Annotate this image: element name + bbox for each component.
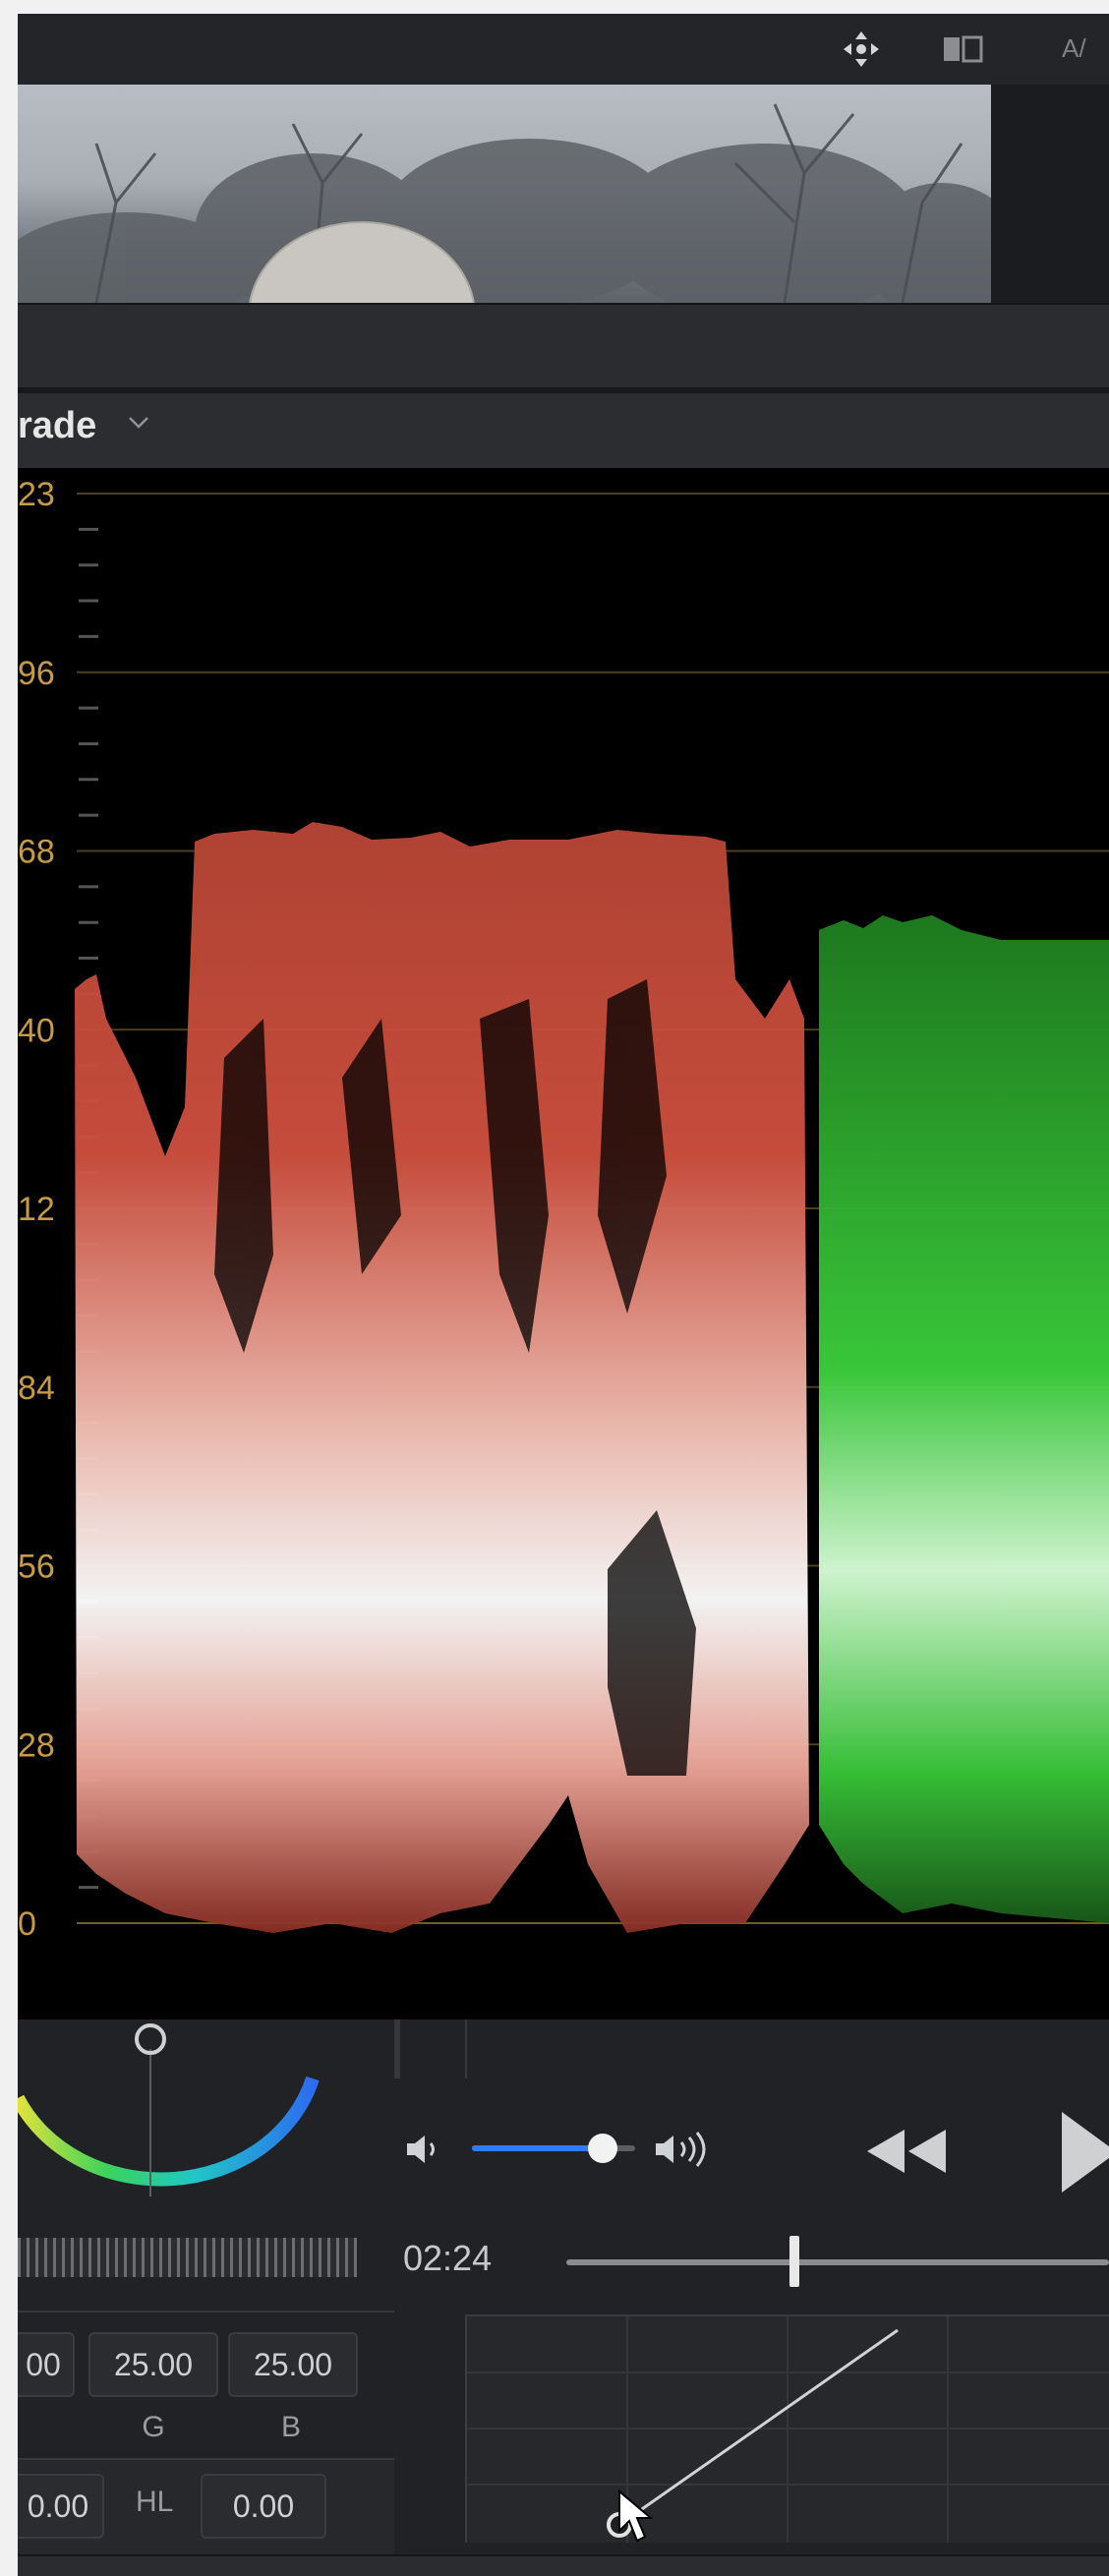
scrub-bar[interactable] <box>566 2236 1109 2287</box>
scope-tick-label: 23 <box>18 476 55 513</box>
scope-tick-label: 68 <box>18 834 55 871</box>
value-field-left[interactable]: 0.00 <box>18 2474 104 2539</box>
scope-tick-label: 96 <box>18 655 55 692</box>
viewer-strip <box>18 303 1109 391</box>
play-icon[interactable] <box>1058 2108 1109 2201</box>
scope-tick-label: 40 <box>18 1012 55 1049</box>
compare-icon[interactable] <box>942 33 983 70</box>
divider <box>394 2020 400 2078</box>
volume-high-icon[interactable] <box>652 2128 727 2176</box>
hl-label: HL <box>136 2486 174 2518</box>
value-field-g[interactable]: 25.00 <box>88 2332 218 2397</box>
scope-header <box>18 393 1109 468</box>
volume-low-icon[interactable] <box>403 2130 446 2174</box>
rewind-icon[interactable] <box>863 2124 950 2184</box>
hl-value-field[interactable]: 0.00 <box>201 2474 326 2539</box>
level-meter <box>18 2238 357 2277</box>
mouse-cursor-icon <box>615 2488 655 2549</box>
ab-label[interactable]: A/ <box>1062 33 1086 63</box>
volume-knob[interactable] <box>587 2134 617 2163</box>
wheel-handle[interactable] <box>135 2023 166 2055</box>
chevron-down-icon[interactable] <box>126 407 151 443</box>
scope-type-dropdown[interactable]: rade <box>18 405 97 446</box>
graph-area-top <box>465 2020 1109 2078</box>
color-wheel[interactable] <box>18 2020 342 2206</box>
volume-slider[interactable] <box>472 2134 635 2163</box>
app-window: A/ rade <box>18 14 1109 2576</box>
viewer-side-panel <box>991 85 1109 303</box>
top-toolbar: A/ <box>18 14 1109 85</box>
green-channel-trace <box>819 915 1109 1923</box>
scope-tick-label: 84 <box>18 1370 55 1407</box>
value-label-g: G <box>142 2411 165 2443</box>
scrub-handle[interactable] <box>788 2236 799 2287</box>
curve-line <box>618 2328 899 2527</box>
bottom-tab-strip <box>18 2554 1109 2576</box>
curve-graph[interactable] <box>465 2314 1109 2543</box>
curve-svg <box>467 2316 1109 2543</box>
bottom-panel: 02:24 00 25.00 25.00 G B <box>18 2020 1109 2576</box>
divider <box>18 387 1109 393</box>
value-field-b[interactable]: 25.00 <box>228 2332 358 2397</box>
volume-fill <box>472 2145 603 2151</box>
red-channel-trace <box>75 822 809 1933</box>
timecode: 02:24 <box>403 2238 493 2278</box>
move-arrows-icon[interactable] <box>842 29 881 77</box>
preview-image <box>18 103 991 303</box>
scope-tick-label: 12 <box>18 1191 55 1228</box>
divider <box>18 2458 394 2460</box>
waveform-graph: 23 96 68 40 12 84 56 28 0 <box>18 476 1109 1943</box>
scope-tick-label: 56 <box>18 1549 55 1586</box>
value-label-b: B <box>280 2411 301 2443</box>
parade-scope: 23 96 68 40 12 84 56 28 0 <box>18 468 1109 2020</box>
viewer-preview <box>18 85 991 303</box>
scope-tick-label: 28 <box>18 1727 55 1764</box>
divider <box>18 2311 394 2313</box>
scope-tick-label: 0 <box>18 1905 36 1943</box>
value-field-y[interactable]: 00 <box>18 2332 75 2397</box>
